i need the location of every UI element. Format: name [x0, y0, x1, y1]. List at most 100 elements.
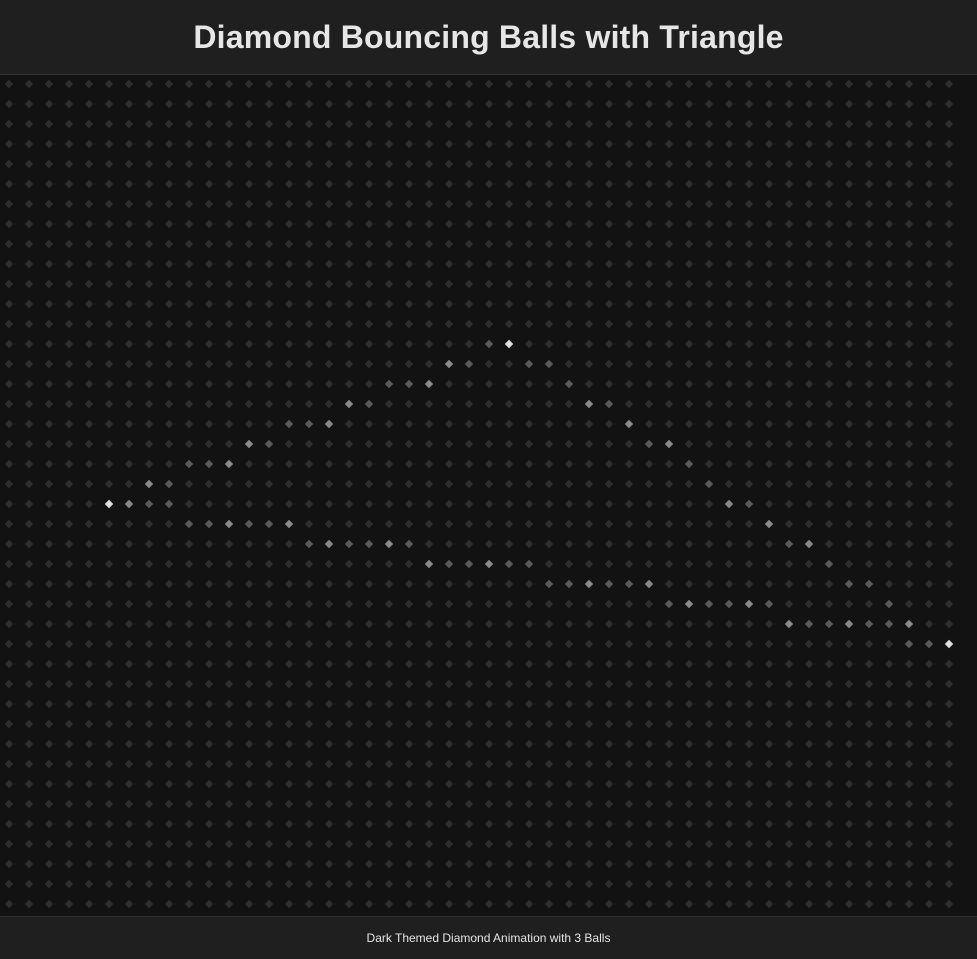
grid-diamond: [224, 299, 234, 309]
grid-diamond: [824, 639, 834, 649]
grid-diamond: [44, 639, 54, 649]
grid-diamond: [44, 119, 54, 129]
grid-diamond: [464, 619, 474, 629]
grid-diamond: [584, 239, 594, 249]
grid-diamond: [524, 179, 534, 189]
grid-diamond: [504, 619, 514, 629]
grid-diamond: [364, 799, 374, 809]
grid-diamond: [484, 499, 494, 509]
grid-diamond: [544, 199, 554, 209]
grid-diamond: [284, 199, 294, 209]
grid-diamond: [884, 399, 894, 409]
grid-diamond: [764, 199, 774, 209]
grid-diamond: [24, 659, 34, 669]
triangle-edge-diamond: [664, 439, 674, 449]
grid-diamond: [704, 99, 714, 109]
grid-diamond: [304, 659, 314, 669]
grid-diamond: [44, 559, 54, 569]
grid-diamond: [84, 279, 94, 289]
grid-diamond: [584, 279, 594, 289]
grid-diamond: [604, 219, 614, 229]
footer-caption: Dark Themed Diamond Animation with 3 Bal…: [366, 931, 611, 945]
grid-diamond: [804, 239, 814, 249]
grid-diamond: [824, 799, 834, 809]
grid-diamond: [924, 719, 934, 729]
grid-diamond: [224, 759, 234, 769]
grid-diamond: [324, 759, 334, 769]
grid-diamond: [424, 599, 434, 609]
grid-diamond: [784, 779, 794, 789]
grid-diamond: [104, 379, 114, 389]
grid-diamond: [444, 639, 454, 649]
grid-diamond: [384, 219, 394, 229]
grid-diamond: [784, 99, 794, 109]
grid-diamond: [604, 519, 614, 529]
grid-diamond: [564, 219, 574, 229]
grid-diamond: [424, 719, 434, 729]
grid-diamond: [204, 899, 214, 909]
grid-diamond: [384, 619, 394, 629]
grid-diamond: [184, 499, 194, 509]
grid-diamond: [44, 779, 54, 789]
grid-diamond: [344, 259, 354, 269]
grid-diamond: [464, 699, 474, 709]
grid-diamond: [864, 679, 874, 689]
grid-diamond: [264, 779, 274, 789]
grid-diamond: [24, 279, 34, 289]
grid-diamond: [4, 239, 14, 249]
grid-diamond: [444, 439, 454, 449]
grid-diamond: [324, 899, 334, 909]
grid-diamond: [924, 499, 934, 509]
grid-diamond: [584, 619, 594, 629]
grid-diamond: [284, 899, 294, 909]
grid-diamond: [944, 619, 954, 629]
game-canvas[interactable]: [0, 75, 977, 916]
grid-diamond: [924, 379, 934, 389]
grid-diamond: [704, 759, 714, 769]
grid-diamond: [744, 539, 754, 549]
grid-diamond: [864, 799, 874, 809]
grid-diamond: [224, 779, 234, 789]
grid-diamond: [44, 679, 54, 689]
grid-diamond: [784, 399, 794, 409]
grid-diamond: [64, 639, 74, 649]
grid-diamond: [204, 659, 214, 669]
grid-diamond: [124, 739, 134, 749]
grid-diamond: [704, 539, 714, 549]
grid-diamond: [884, 759, 894, 769]
grid-diamond: [424, 739, 434, 749]
grid-diamond: [84, 639, 94, 649]
grid-diamond: [104, 819, 114, 829]
grid-diamond: [364, 659, 374, 669]
grid-diamond: [504, 839, 514, 849]
grid-diamond: [224, 679, 234, 689]
grid-diamond: [784, 499, 794, 509]
grid-diamond: [604, 319, 614, 329]
grid-diamond: [4, 159, 14, 169]
grid-diamond: [584, 679, 594, 689]
grid-diamond: [464, 179, 474, 189]
grid-diamond: [144, 719, 154, 729]
grid-diamond: [404, 199, 414, 209]
grid-diamond: [764, 759, 774, 769]
grid-diamond: [824, 99, 834, 109]
grid-diamond: [484, 799, 494, 809]
grid-diamond: [404, 339, 414, 349]
grid-diamond: [124, 819, 134, 829]
grid-diamond: [644, 179, 654, 189]
grid-diamond: [184, 839, 194, 849]
grid-diamond: [864, 759, 874, 769]
grid-diamond: [24, 159, 34, 169]
grid-diamond: [564, 279, 574, 289]
grid-diamond: [124, 139, 134, 149]
grid-diamond: [384, 799, 394, 809]
grid-diamond: [84, 299, 94, 309]
grid-diamond: [104, 899, 114, 909]
grid-diamond: [764, 799, 774, 809]
grid-diamond: [144, 819, 154, 829]
grid-diamond: [464, 299, 474, 309]
grid-diamond: [4, 679, 14, 689]
grid-diamond: [244, 899, 254, 909]
grid-diamond: [884, 639, 894, 649]
grid-diamond: [164, 79, 174, 89]
